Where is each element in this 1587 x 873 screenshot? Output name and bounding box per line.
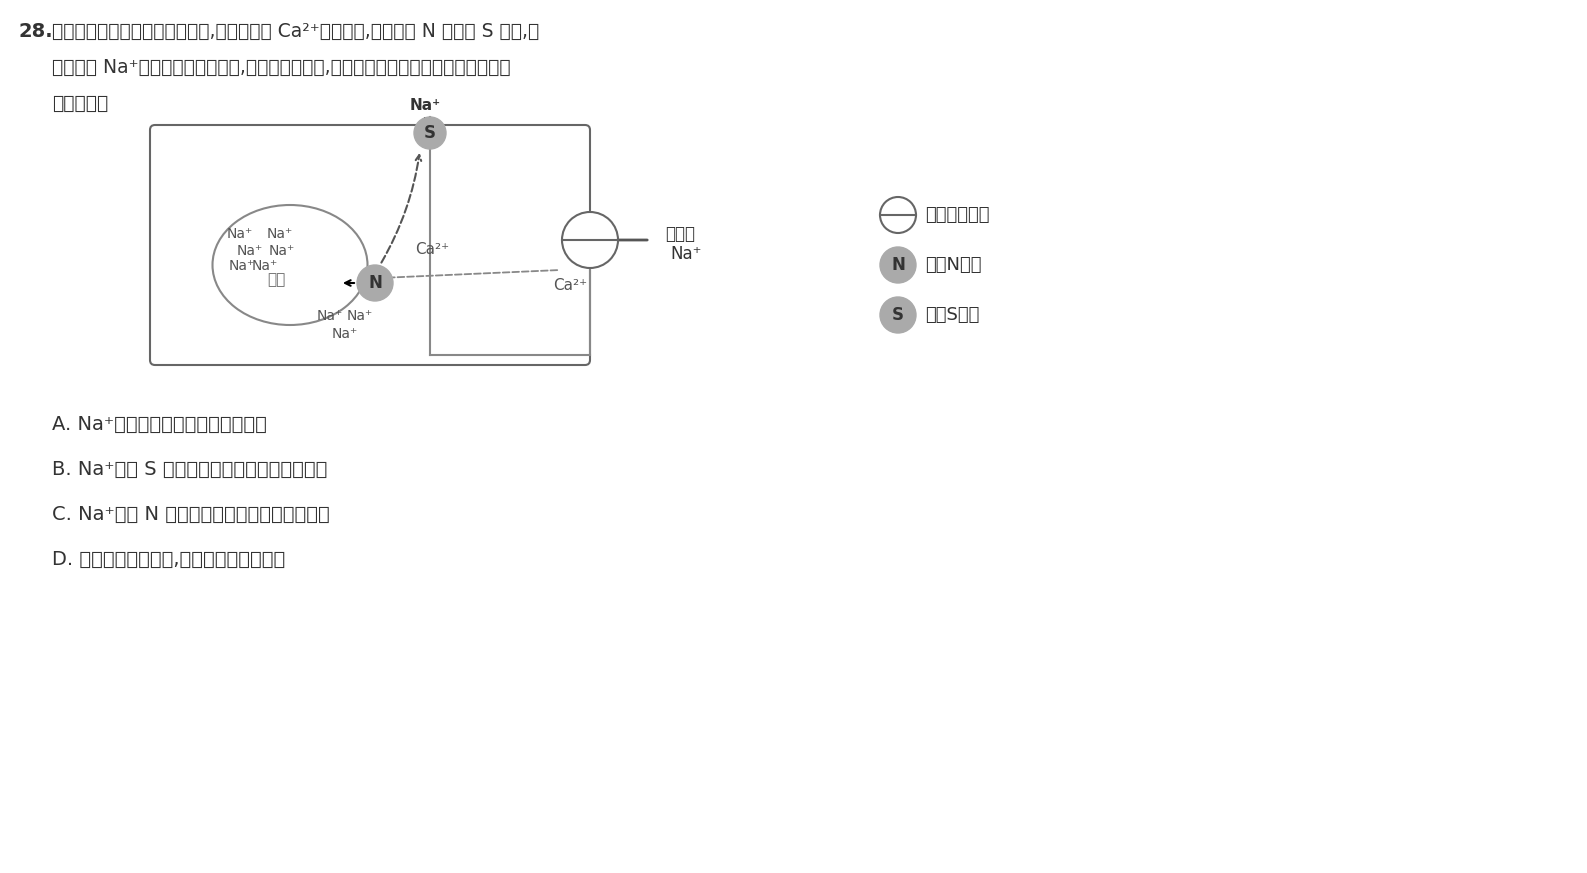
Text: Ca²⁺: Ca²⁺ xyxy=(414,243,449,258)
Text: Na⁺: Na⁺ xyxy=(409,98,441,113)
Text: Na⁺: Na⁺ xyxy=(348,309,373,323)
Text: S: S xyxy=(424,124,436,142)
Text: 表示S蛋白: 表示S蛋白 xyxy=(925,306,979,324)
Circle shape xyxy=(881,197,916,233)
Text: C. Na⁺通过 N 蛋白以主动运输的方式运入液泡: C. Na⁺通过 N 蛋白以主动运输的方式运入液泡 xyxy=(52,505,330,524)
Text: Na⁺: Na⁺ xyxy=(229,259,256,273)
Text: Ca²⁺: Ca²⁺ xyxy=(552,278,587,293)
Text: Na⁺: Na⁺ xyxy=(267,227,294,241)
Text: D. 若胞内蛋白质变性,则该蛋白质功能丧失: D. 若胞内蛋白质变性,则该蛋白质功能丧失 xyxy=(52,550,286,569)
Text: 表示N蛋白: 表示N蛋白 xyxy=(925,256,981,274)
Text: N: N xyxy=(368,274,382,292)
Text: S: S xyxy=(892,306,905,324)
Text: A. Na⁺通过协助扩散的方式进入细胞: A. Na⁺通过协助扩散的方式进入细胞 xyxy=(52,415,267,434)
Text: Na⁺: Na⁺ xyxy=(227,227,252,241)
Text: Na⁺: Na⁺ xyxy=(268,244,295,258)
Text: 细胞质中 Na⁺的浓度恢复正常水平,缓解蛋白质变性,其耐盐机制如下图所示。下列相关叙: 细胞质中 Na⁺的浓度恢复正常水平,缓解蛋白质变性,其耐盐机制如下图所示。下列相… xyxy=(52,58,511,77)
Text: 表示通道蛋白: 表示通道蛋白 xyxy=(925,206,990,224)
Text: 高浓度: 高浓度 xyxy=(665,225,695,243)
Circle shape xyxy=(881,247,916,283)
FancyBboxPatch shape xyxy=(151,125,590,365)
Text: B. Na⁺通过 S 蛋白以协助扩散的方式排出细胞: B. Na⁺通过 S 蛋白以协助扩散的方式排出细胞 xyxy=(52,460,327,479)
Text: Na⁺: Na⁺ xyxy=(236,244,263,258)
Circle shape xyxy=(357,265,394,301)
Ellipse shape xyxy=(213,205,368,325)
Text: N: N xyxy=(890,256,905,274)
Text: 当某耐盐植物处于高盐环境中时,其根细胞内 Ca²⁺浓度升高,通过激活 N 蛋白和 S 蛋白,使: 当某耐盐植物处于高盐环境中时,其根细胞内 Ca²⁺浓度升高,通过激活 N 蛋白和… xyxy=(52,22,540,41)
Circle shape xyxy=(414,117,446,149)
Text: 液泡: 液泡 xyxy=(267,272,286,287)
Circle shape xyxy=(881,297,916,333)
Circle shape xyxy=(562,212,617,268)
Text: Na⁺: Na⁺ xyxy=(317,309,343,323)
Text: Na⁺: Na⁺ xyxy=(332,327,359,341)
Text: 28.: 28. xyxy=(17,22,52,41)
Text: Na⁺: Na⁺ xyxy=(670,245,701,263)
Text: 述错误的是: 述错误的是 xyxy=(52,94,108,113)
Text: Na⁺: Na⁺ xyxy=(252,259,278,273)
